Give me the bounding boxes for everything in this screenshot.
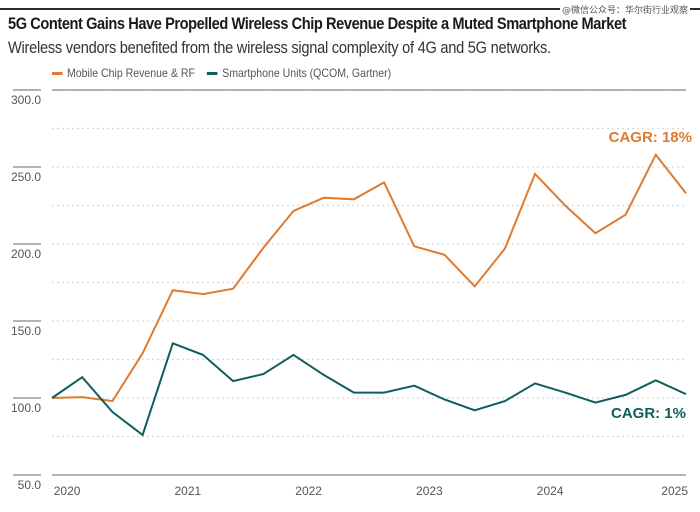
legend-label-units: Smartphone Units (QCOM, Gartner) <box>222 66 392 80</box>
cagr-annotation-units: CAGR: 1% <box>611 405 686 422</box>
y-tick-label: 100.0 <box>11 401 41 415</box>
watermark: @微信公众号：华尔街行业观察 <box>559 3 690 16</box>
legend-swatch-units <box>207 71 218 75</box>
x-tick-label: 2023 <box>416 484 443 498</box>
series-line-revenue <box>51 152 687 403</box>
top-rule <box>0 8 700 10</box>
x-tick-label: 2025 <box>661 484 688 498</box>
x-tick-label: 2024 <box>537 484 564 498</box>
chart-title: 5G Content Gains Have Propelled Wireless… <box>8 14 627 33</box>
legend-item-revenue: Mobile Chip Revenue & RF <box>52 66 195 80</box>
legend-item-units: Smartphone Units (QCOM, Gartner) <box>207 66 391 80</box>
y-tick-label: 250.0 <box>11 170 41 184</box>
x-tick-label: 2022 <box>295 484 322 498</box>
x-tick-label: 2021 <box>175 484 202 498</box>
y-tick-label: 200.0 <box>11 247 41 261</box>
legend: Mobile Chip Revenue & RF Smartphone Unit… <box>52 66 391 80</box>
cagr-annotation-revenue: CAGR: 18% <box>609 129 692 146</box>
y-tick-label: 50.0 <box>18 478 42 492</box>
y-tick-label: 300.0 <box>11 93 41 107</box>
legend-swatch-revenue <box>52 71 63 75</box>
y-tick-label: 150.0 <box>11 324 41 338</box>
chart-subtitle: Wireless vendors benefited from the wire… <box>8 38 551 57</box>
series-line-units <box>51 341 687 437</box>
x-tick-label: 2020 <box>54 484 81 498</box>
legend-label-revenue: Mobile Chip Revenue & RF <box>66 66 195 80</box>
